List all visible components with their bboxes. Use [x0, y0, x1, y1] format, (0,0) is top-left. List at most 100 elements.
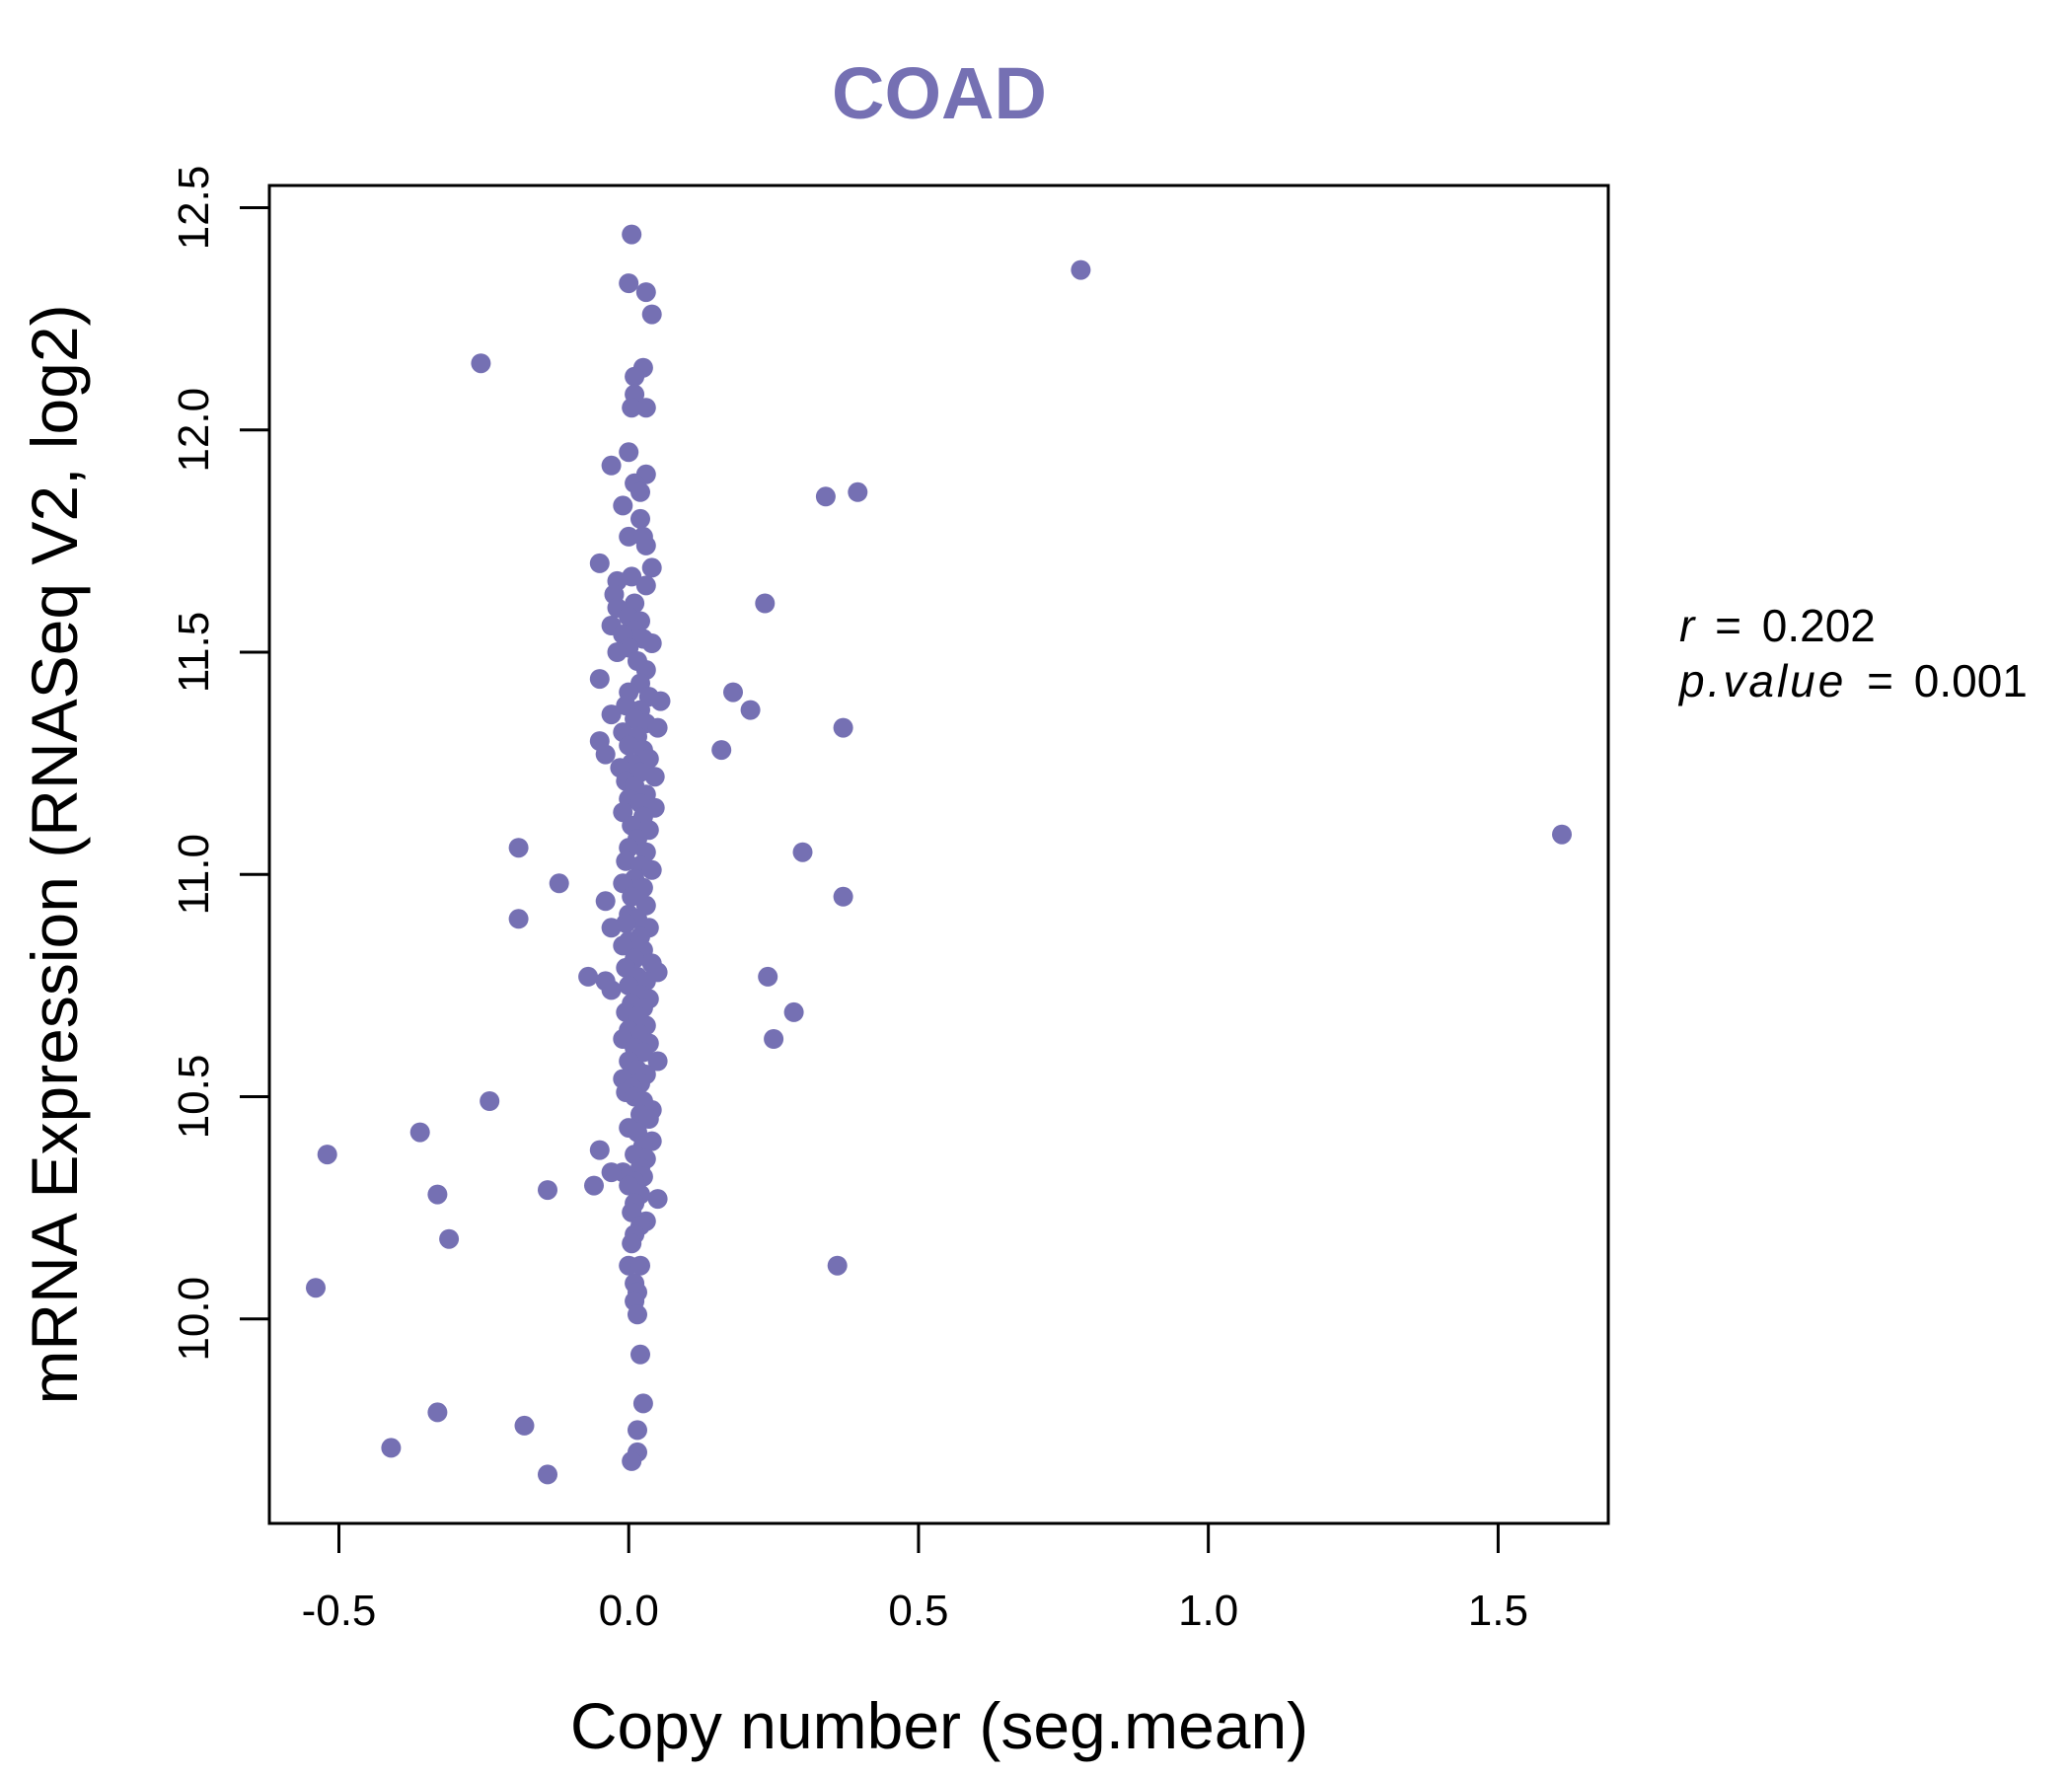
data-point-154	[628, 1304, 647, 1325]
data-point-100	[601, 980, 622, 1000]
data-point-10	[601, 455, 622, 476]
data-point-79	[622, 886, 642, 907]
data-point-131	[589, 1140, 610, 1160]
data-point-185	[758, 966, 778, 987]
data-point-13	[630, 481, 650, 502]
data-point-23	[635, 575, 656, 596]
data-point-163	[508, 909, 529, 929]
data-point-89	[613, 935, 633, 956]
data-point-14	[613, 495, 633, 516]
data-point-159	[622, 1450, 642, 1471]
data-point-176	[815, 486, 836, 507]
data-point-19	[589, 553, 610, 573]
data-point-113	[632, 1042, 653, 1063]
data-point-183	[792, 842, 813, 862]
data-point-86	[601, 918, 622, 938]
data-point-136	[601, 1162, 622, 1183]
data-point-16	[619, 526, 639, 547]
plot-frame	[267, 184, 1610, 1525]
data-point-54	[595, 744, 616, 765]
data-point-174	[538, 1464, 557, 1485]
y-tick-label: 12.0	[170, 388, 218, 473]
chart-title: COAD	[832, 52, 1047, 134]
data-point-7	[622, 398, 642, 418]
data-point-189	[1552, 824, 1572, 845]
data-point-96	[578, 966, 599, 987]
y-tick-label: 12.5	[170, 166, 218, 251]
x-axis: -0.5 0.0 0.5 1.0 1.5	[302, 1523, 1528, 1635]
data-point-170	[306, 1278, 326, 1298]
data-point-179	[723, 682, 743, 703]
data-point-180	[740, 700, 761, 720]
data-point-172	[514, 1415, 535, 1436]
data-point-148	[622, 1233, 642, 1254]
data-point-80	[595, 891, 616, 912]
data-point-167	[427, 1184, 448, 1205]
data-point-139	[584, 1175, 604, 1196]
y-tick-label: 11.0	[170, 834, 218, 915]
data-point-188	[827, 1255, 848, 1276]
data-point-3	[641, 304, 662, 325]
data-point-160	[471, 353, 491, 374]
data-point-156	[632, 1393, 653, 1414]
data-point-184	[833, 886, 853, 907]
data-point-18	[635, 535, 656, 555]
y-tick-label: 11.5	[170, 612, 218, 693]
data-point-15	[630, 508, 650, 529]
r-annotation: r = 0.202	[1679, 600, 1876, 651]
data-point-181	[833, 717, 853, 738]
data-point-48	[647, 717, 668, 738]
data-point-9	[619, 442, 639, 463]
y-tick-label: 10.0	[170, 1277, 218, 1362]
data-point-171	[427, 1402, 448, 1423]
data-point-20	[641, 557, 662, 578]
data-point-164	[480, 1091, 500, 1111]
data-point-157	[628, 1420, 647, 1441]
p-value: 0.001	[1914, 655, 2028, 706]
data-point-1	[619, 273, 639, 294]
data-point-177	[848, 481, 868, 502]
data-point-2	[635, 282, 656, 303]
data-point-5	[625, 366, 645, 387]
data-point-35	[607, 642, 628, 662]
data-point-59	[644, 767, 665, 787]
data-point-0	[622, 224, 642, 245]
data-point-165	[409, 1122, 430, 1143]
data-point-42	[650, 691, 671, 711]
x-tick-label: 0.0	[599, 1587, 659, 1635]
data-point-142	[647, 1189, 668, 1210]
x-axis-label: Copy number (seg.mean)	[570, 1689, 1308, 1762]
data-point-150	[630, 1255, 650, 1276]
data-point-33	[641, 633, 662, 653]
data-point-186	[783, 1001, 804, 1022]
r-value: 0.202	[1762, 600, 1876, 651]
data-point-114	[647, 1051, 668, 1072]
data-point-187	[764, 1029, 784, 1049]
p-value-annotation: p.value = 0.001	[1677, 655, 2028, 706]
x-tick-label: 1.0	[1178, 1587, 1238, 1635]
data-point-155	[630, 1344, 650, 1365]
data-point-8	[635, 398, 656, 418]
x-tick-label: 1.5	[1468, 1587, 1528, 1635]
data-point-178	[755, 593, 776, 614]
y-axis: 10.0 10.5 11.0 11.5 12.0 12.5	[170, 166, 269, 1362]
data-point-169	[439, 1228, 460, 1249]
data-point-45	[601, 704, 622, 725]
data-point-182	[711, 740, 732, 761]
y-axis-label: mRNA Expression (RNASeq V2, log2)	[18, 304, 91, 1404]
data-point-168	[538, 1180, 557, 1201]
points-layer	[306, 224, 1572, 1485]
p-value-symbol: p.value	[1677, 655, 1846, 706]
data-point-162	[549, 873, 569, 894]
p-equals: =	[1867, 655, 1893, 706]
data-point-173	[381, 1438, 402, 1458]
r-equals: =	[1715, 600, 1741, 651]
x-tick-label: -0.5	[302, 1587, 377, 1635]
r-symbol: r	[1679, 600, 1696, 651]
data-point-126	[638, 1109, 659, 1129]
data-point-175	[1071, 259, 1091, 280]
x-tick-label: 0.5	[888, 1587, 948, 1635]
data-point-75	[641, 859, 662, 880]
